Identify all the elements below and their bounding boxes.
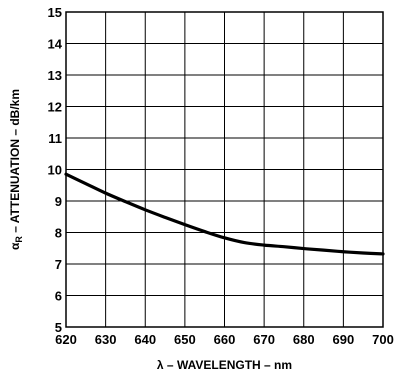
y-tick-label: 10 <box>48 163 62 178</box>
series-layer <box>64 172 385 256</box>
y-tick-labels: 5 6 7 8 9 10 11 12 13 14 15 <box>48 5 63 335</box>
y-tick-label: 14 <box>48 37 63 52</box>
x-tick-label: 660 <box>214 332 236 347</box>
y-tick-label: 6 <box>55 289 62 304</box>
plot-frame <box>65 11 384 328</box>
y-tick-label: 12 <box>48 100 62 115</box>
y-tick-label: 13 <box>48 68 62 83</box>
x-tick-label: 680 <box>293 332 315 347</box>
x-axis-title: λ – WAVELENGTH – nm <box>157 358 292 372</box>
y-tick-label: 8 <box>55 226 62 241</box>
x-tick-label: 640 <box>134 332 156 347</box>
x-tick-label: 670 <box>253 332 275 347</box>
grid-lines <box>65 11 384 328</box>
series-line-attenuation <box>64 172 385 256</box>
y-axis-title: αR – ATTENUATION – dB/km <box>8 89 24 250</box>
y-axis-subscript: R <box>14 236 24 243</box>
x-tick-labels: 620 630 640 650 660 670 680 690 700 <box>55 332 394 347</box>
x-tick-label: 700 <box>372 332 394 347</box>
x-tick-label: 620 <box>55 332 77 347</box>
y-axis-text: – ATTENUATION – dB/km <box>8 89 22 236</box>
y-tick-label: 7 <box>55 257 62 272</box>
y-tick-label: 9 <box>55 194 62 209</box>
y-tick-label: 5 <box>55 320 62 335</box>
y-tick-label: 11 <box>48 131 62 146</box>
y-axis-symbol: α <box>8 242 22 250</box>
x-tick-label: 690 <box>333 332 355 347</box>
x-tick-label: 650 <box>174 332 196 347</box>
x-tick-label: 630 <box>95 332 117 347</box>
y-tick-label: 15 <box>48 5 62 20</box>
